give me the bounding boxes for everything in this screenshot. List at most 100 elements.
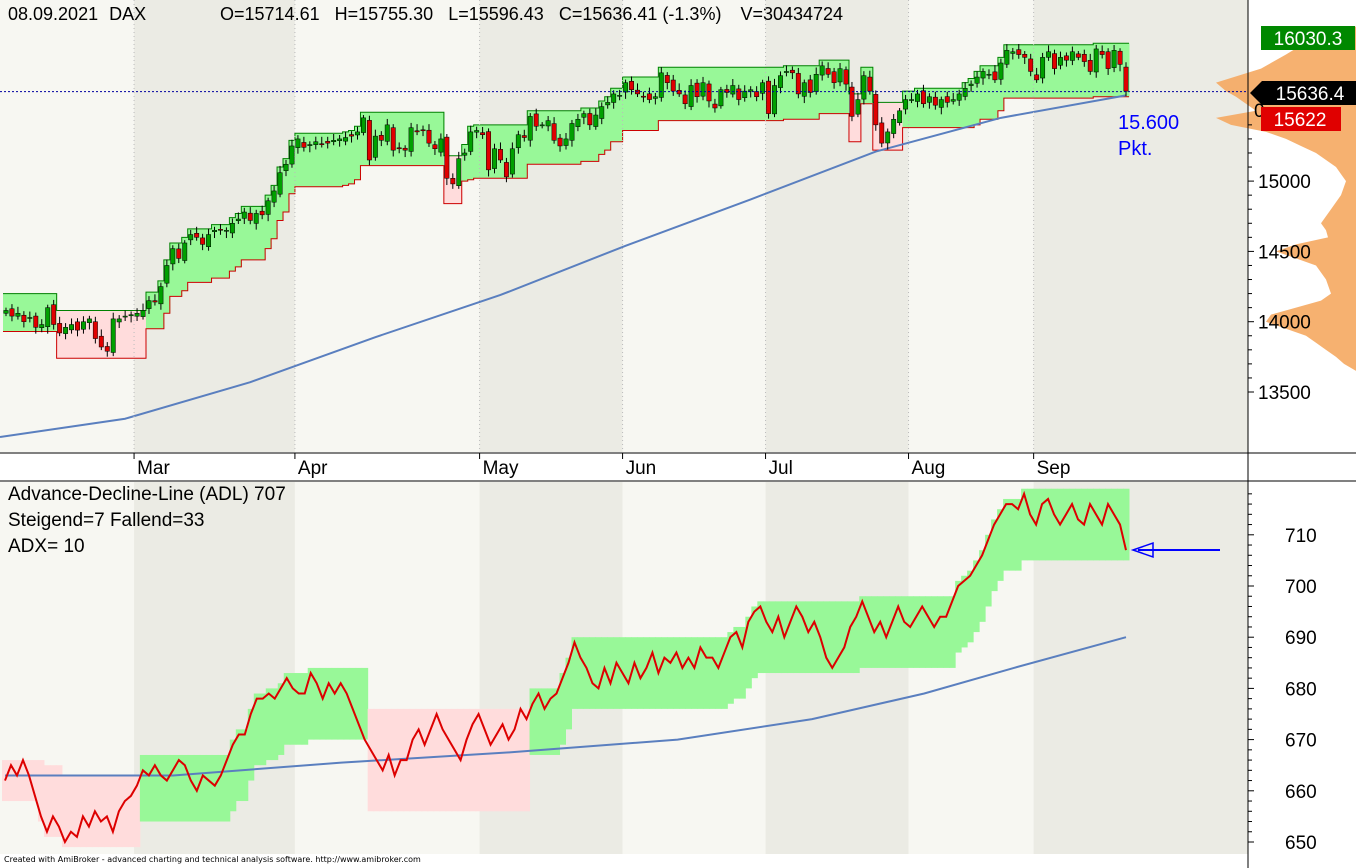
band-segment <box>360 112 367 166</box>
adl-line <box>4 490 1127 845</box>
band-segment <box>217 224 224 279</box>
candle-body <box>265 200 271 215</box>
adl-band-segment <box>685 637 692 709</box>
candle-body <box>1087 60 1093 72</box>
candle-body <box>623 82 629 93</box>
candle-body <box>337 138 343 141</box>
adl-band-segment <box>1063 488 1070 561</box>
adl-band-segment <box>1111 488 1118 561</box>
adl-band-segment <box>883 596 890 668</box>
candle-body <box>772 85 777 115</box>
band-segment <box>616 88 624 142</box>
band-segment <box>38 293 46 332</box>
adl-band-segment <box>481 708 489 812</box>
candle-body <box>1010 51 1016 54</box>
candle-body <box>355 131 360 136</box>
candle-body <box>938 99 944 108</box>
band-segment <box>574 110 582 165</box>
adl-band-segment <box>337 667 345 740</box>
candle-body <box>688 85 694 107</box>
adl-band-segment <box>853 601 860 674</box>
band-segment <box>175 242 183 297</box>
band-segment <box>122 310 129 359</box>
month-label: Aug <box>912 458 946 479</box>
band-segment <box>140 310 147 359</box>
candle-body <box>909 99 914 101</box>
candle-body <box>533 113 539 127</box>
candle-body <box>27 317 33 319</box>
adl-tick-label: 710 <box>1285 526 1317 547</box>
adl-band-segment <box>97 775 105 848</box>
candle-body <box>1052 53 1057 69</box>
band-segment <box>306 133 314 187</box>
adl-band-segment <box>493 708 501 812</box>
adl-band-segment <box>451 708 459 812</box>
candle-body <box>492 148 497 169</box>
adl-band-segment <box>25 760 33 802</box>
adl-band-segment <box>985 534 992 607</box>
adl-band-segment <box>1105 488 1112 561</box>
adl-tick-label: 680 <box>1285 679 1317 700</box>
band-segment <box>634 77 641 131</box>
band-segment <box>956 88 963 128</box>
adl-band-segment <box>517 708 525 812</box>
candle-body <box>372 135 378 158</box>
band-segment <box>783 65 790 120</box>
adl-band-segment <box>775 601 782 674</box>
adl-band-segment <box>523 708 531 812</box>
candle-body <box>646 93 652 100</box>
candle-body <box>343 137 349 142</box>
candle-body <box>325 141 331 144</box>
adl-band-segment <box>829 601 836 674</box>
adl-band-segment <box>175 754 183 822</box>
candle-body <box>736 88 742 100</box>
adl-band-segment <box>697 637 704 709</box>
month-shading <box>0 0 1248 452</box>
candle-body <box>575 118 581 127</box>
adl-band-segment <box>553 688 561 755</box>
candle-body <box>450 178 456 185</box>
candle-body <box>974 76 980 84</box>
candlesticks <box>3 44 1129 357</box>
band-segment <box>300 133 308 187</box>
adl-band-segment <box>325 667 333 740</box>
band-segment <box>128 310 135 359</box>
candle-body <box>760 82 766 94</box>
band-segment <box>86 310 93 359</box>
adl-band-segment <box>859 596 866 668</box>
band-segment <box>580 107 588 162</box>
candle-body <box>45 307 51 328</box>
adl-band-segment <box>307 667 315 740</box>
month-band <box>479 0 623 452</box>
chart-header: 08.09.2021 DAX O=15714.61 H=15755.30 L=1… <box>8 4 843 24</box>
adl-band-segment <box>931 596 938 668</box>
band-segment <box>980 65 987 120</box>
adl-band-segment <box>277 683 285 755</box>
adl-band-segment <box>43 765 51 837</box>
footer-credit: Created with AmiBroker - advanced charti… <box>4 855 421 864</box>
candle-body <box>378 135 384 141</box>
candle-body <box>1040 57 1046 79</box>
band-segment <box>950 88 957 128</box>
adl-band-segment <box>907 596 914 668</box>
candle-body <box>944 96 950 103</box>
candle-body <box>313 141 319 145</box>
candle-body <box>557 137 563 147</box>
candle-body <box>1123 66 1129 92</box>
candle-body <box>813 73 819 92</box>
candle-body <box>956 93 962 101</box>
candle-body <box>414 130 420 133</box>
adl-band-segment <box>661 637 668 709</box>
candle-body <box>849 86 855 117</box>
candle-body <box>629 81 634 90</box>
svg-text:15636.4: 15636.4 <box>1276 84 1345 105</box>
candle-body <box>998 62 1004 80</box>
candle-body <box>98 335 104 348</box>
adl-band-segment <box>121 775 129 848</box>
adl-stats: Steigend=7 Fallend=33 <box>8 510 205 531</box>
adl-band-segment <box>37 760 45 822</box>
band-segment <box>32 293 40 332</box>
band-segment <box>193 228 201 283</box>
candle-body <box>1046 51 1052 58</box>
